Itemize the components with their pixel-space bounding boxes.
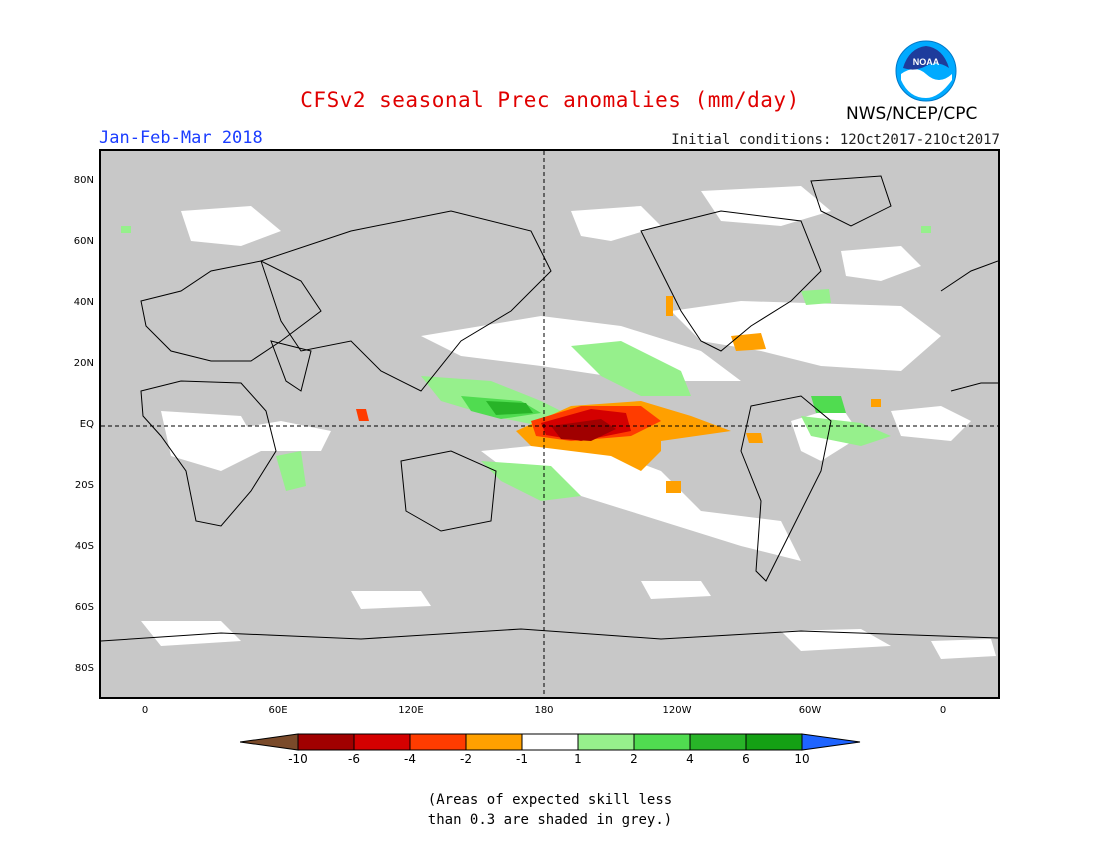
lat-label-20n: 20N [73,358,94,369]
colorbar-label: -1 [516,752,528,766]
colorbar-swatch [297,733,355,751]
agency-label: NWS/NCEP/CPC [846,104,978,124]
colorbar-swatch [409,733,467,751]
colorbar-label: 6 [742,752,750,766]
lon-label-0-west: 0 [141,705,149,716]
lon-label-120w: 120W [662,705,692,716]
initial-conditions: Initial conditions: 12Oct2017-21Oct2017 [671,132,1000,148]
lat-label-40s: 40S [74,541,94,552]
lon-label-180: 180 [534,705,554,716]
colorbar-label: -6 [348,752,360,766]
dry-anomalies [356,296,881,493]
lon-label-60w: 60W [798,705,822,716]
colorbar-swatch [689,733,747,751]
lon-label-0-east: 0 [939,705,947,716]
noaa-logo: NOAA [895,40,957,102]
skill-note-line-2: than 0.3 are shaded in grey.) [427,812,673,828]
colorbar-swatch [745,733,803,751]
lat-label-60n: 60N [73,236,94,247]
colorbar-label: -10 [288,752,308,766]
lat-label-20s: 20S [74,480,94,491]
season-label: Jan-Feb-Mar 2018 [99,128,263,148]
lat-label-eq: EQ [79,419,94,430]
colorbar-swatch [353,733,411,751]
lon-label-120e: 120E [398,705,424,716]
lat-label-40n: 40N [73,297,94,308]
colorbar-label: 4 [686,752,694,766]
colorbar-label: 2 [630,752,638,766]
wet-anomalies [121,226,931,501]
colorbar-label: 10 [794,752,810,766]
colorbar-label: -4 [404,752,416,766]
map-title: CFSv2 seasonal Prec anomalies (mm/day) [300,88,800,112]
colorbar [240,733,861,751]
coastlines [101,175,998,642]
colorbar-label: 1 [574,752,582,766]
lat-label-80s: 80S [74,663,94,674]
colorbar-label: -2 [460,752,472,766]
map-canvas [101,151,998,697]
lat-label-80n: 80N [73,175,94,186]
colorbar-arrow-right [801,733,861,751]
colorbar-swatch [633,733,691,751]
colorbar-arrow-left [240,733,299,751]
colorbar-swatch [521,733,579,751]
noaa-logo-text: NOAA [913,57,940,67]
colorbar-swatch [465,733,523,751]
precip-anomaly-map [99,149,1000,699]
lon-label-60e: 60E [268,705,288,716]
lat-label-60s: 60S [74,602,94,613]
skill-note-line-1: (Areas of expected skill less [427,792,673,808]
colorbar-swatch [577,733,635,751]
